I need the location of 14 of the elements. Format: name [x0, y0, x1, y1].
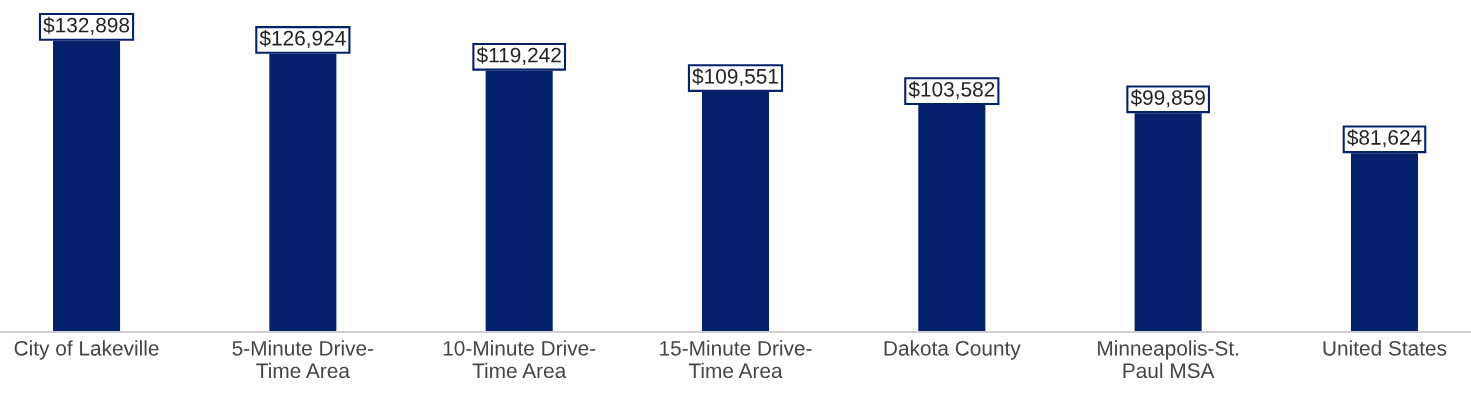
- data-label: $109,551: [692, 68, 778, 87]
- x-tick-label: 15-Minute Drive- Time Area: [660, 340, 812, 379]
- x-tick-label: 10-Minute Drive- Time Area: [443, 340, 596, 379]
- x-tick-label: City of Lakeville: [14, 340, 159, 360]
- data-label: $81,624: [1347, 129, 1422, 148]
- data-label: $119,242: [476, 46, 561, 65]
- data-label: $103,582: [908, 81, 995, 100]
- x-tick-label: United States: [1323, 340, 1447, 356]
- data-label: $99,859: [1130, 89, 1205, 108]
- data-label: $126,924: [259, 29, 346, 49]
- x-tick-label: Minneapolis-St. Paul MSA: [1098, 340, 1239, 379]
- x-tick-label: Dakota County: [884, 340, 1021, 360]
- x-tick-label: 5-Minute Drive- Time Area: [232, 340, 374, 379]
- data-label: $132,898: [43, 16, 130, 35]
